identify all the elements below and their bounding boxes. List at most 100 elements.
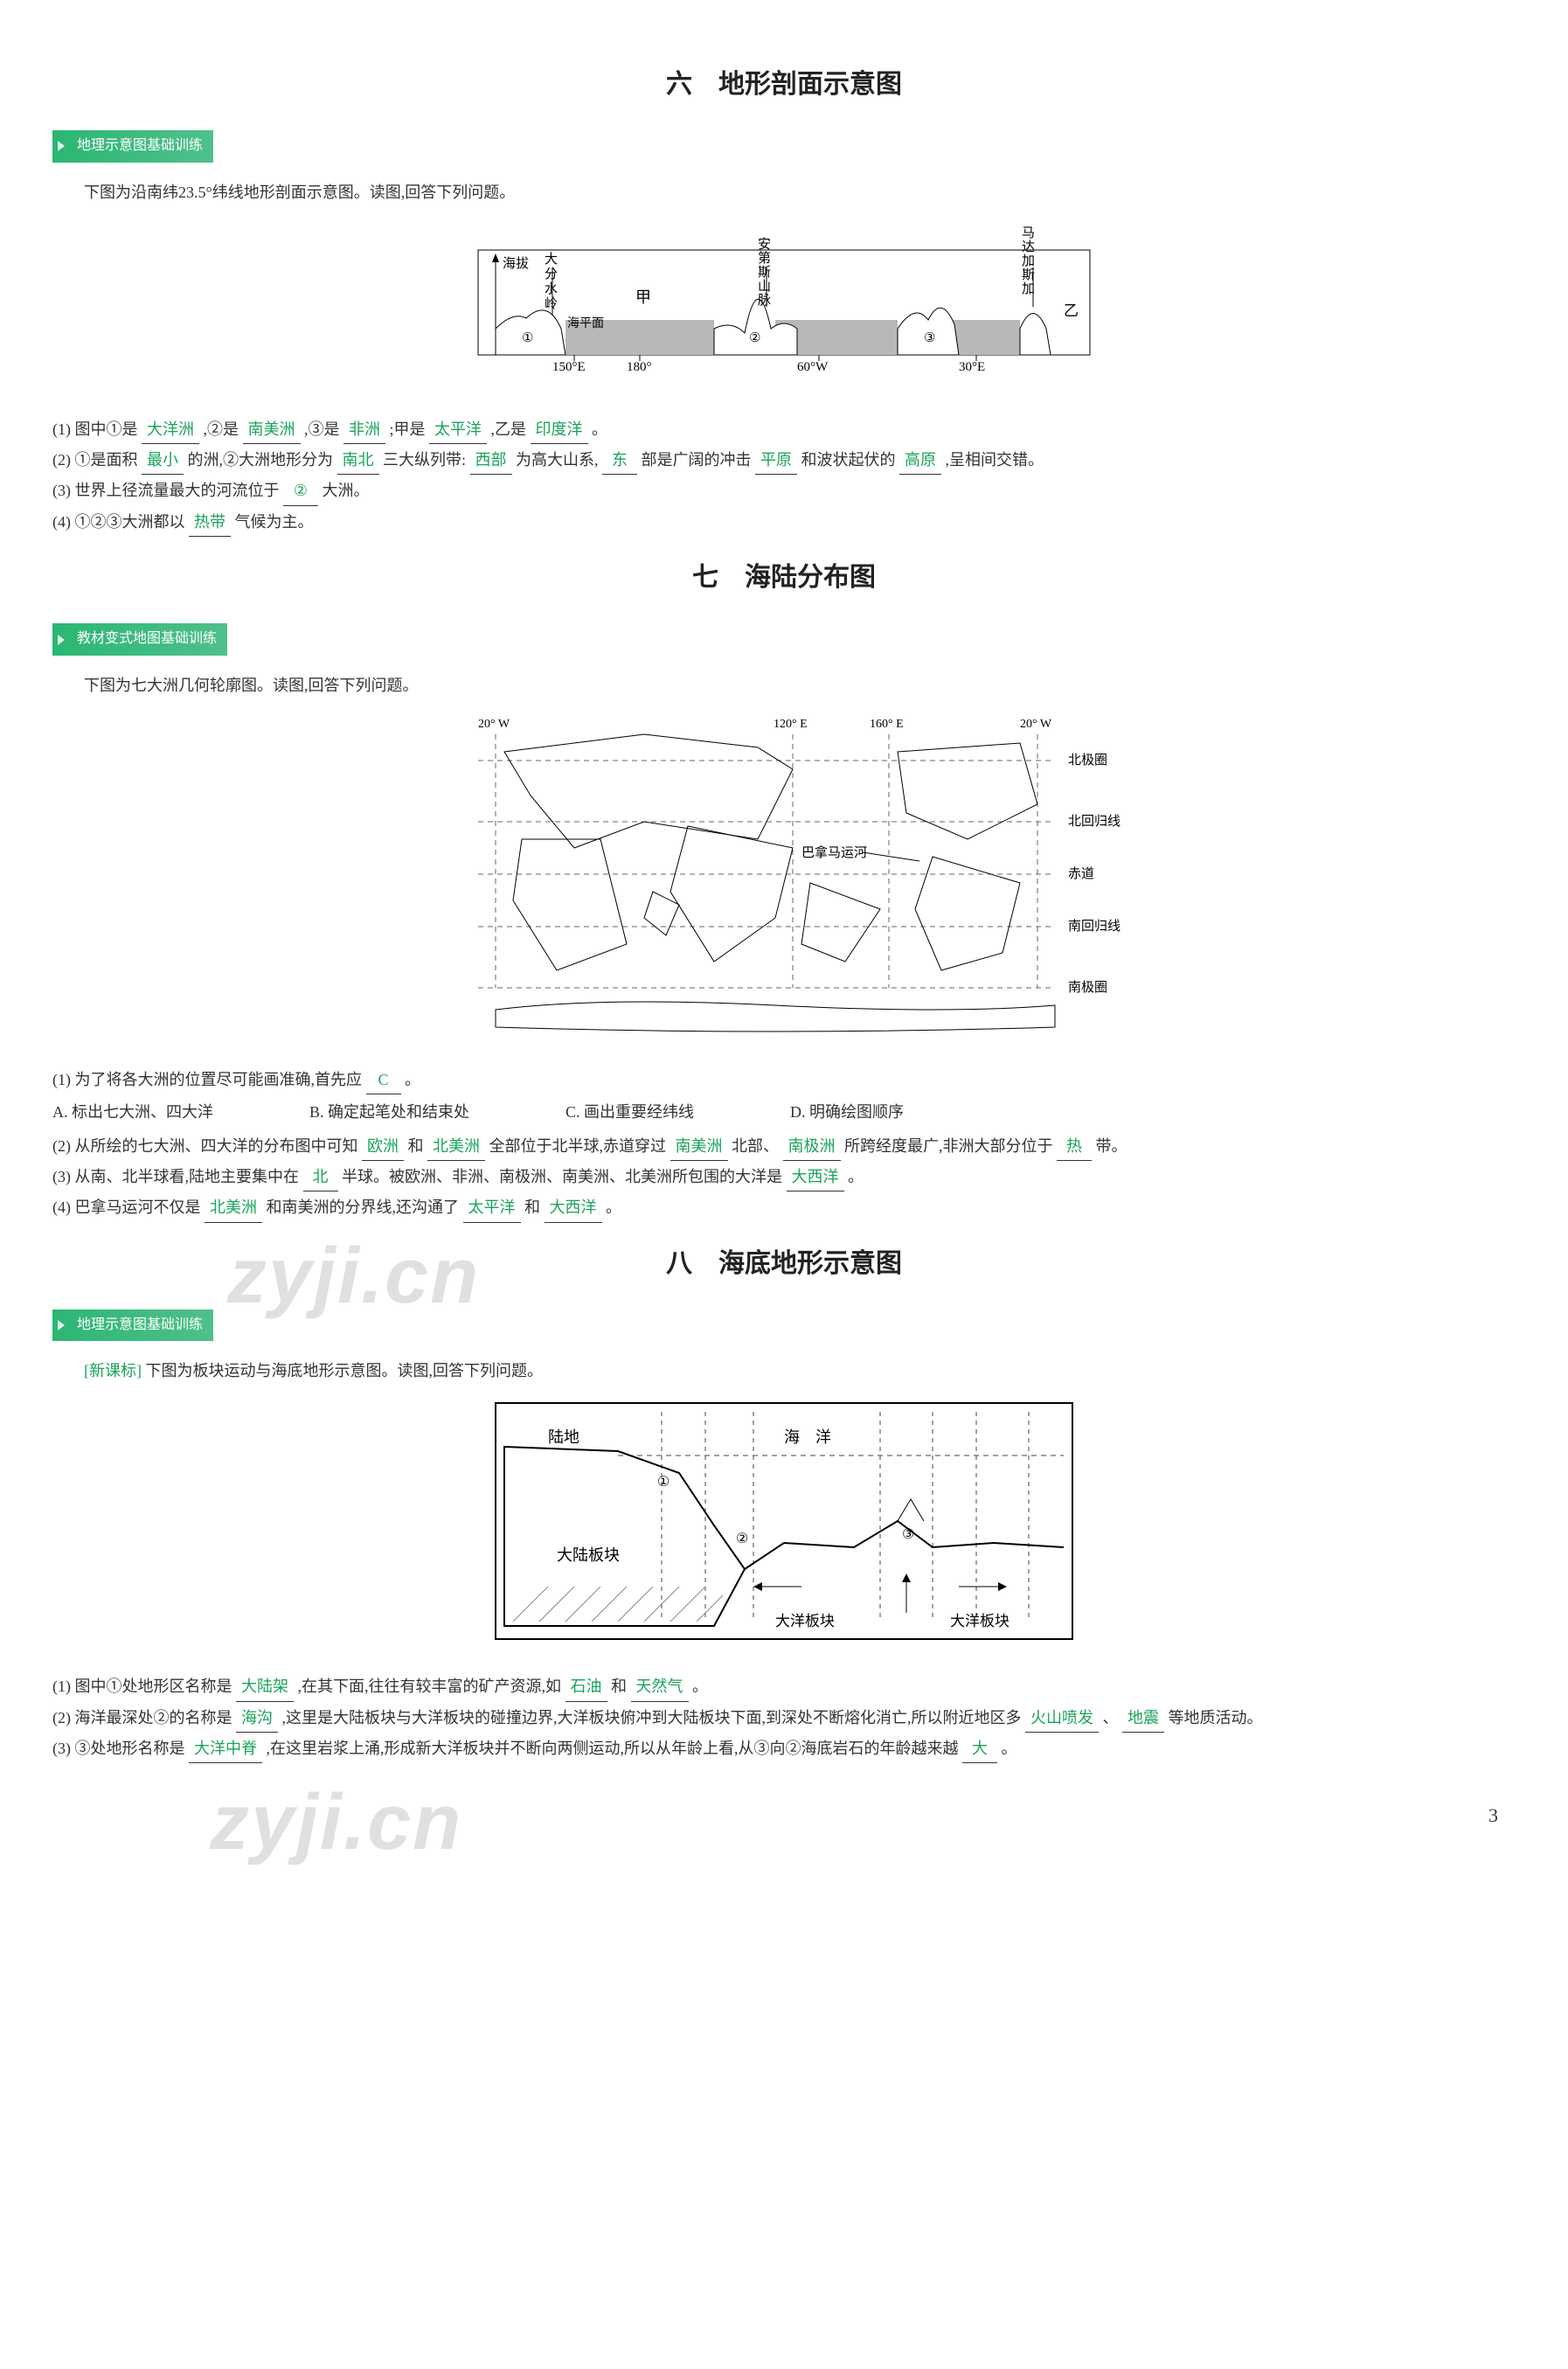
sec8-q1: (1) 图中①处地形区名称是 大陆架 ,在其下面,往往有较丰富的矿产资源,如 石… <box>52 1672 1516 1701</box>
sec7-badge: 教材变式地图基础训练 <box>52 623 227 656</box>
sec7-q4: (4) 巴拿马运河不仅是 北美洲 和南美洲的分界线,还沟通了 太平洋 和 大西洋… <box>52 1193 1516 1222</box>
svg-text:20° W: 20° W <box>1020 718 1052 731</box>
svg-text:山: 山 <box>758 279 771 294</box>
sec8-badge: 地理示意图基础训练 <box>52 1310 213 1342</box>
sec8-q3: (3) ③处地形名称是 大洋中脊 ,在这里岩浆上涌,形成新大洋板块并不断向两侧运… <box>52 1734 1516 1763</box>
sec6-q2: (2) ①是面积 最小 的洲,②大洲地形分为 南北 三大纵列带: 西部 为高大山… <box>52 446 1516 475</box>
svg-text:脉: 脉 <box>758 293 771 308</box>
sec6-q1: (1) 图中①是 大洋洲 ,②是 南美洲 ,③是 非洲 ;甲是 太平洋 ,乙是 … <box>52 415 1516 444</box>
q-text: 。 <box>848 1168 864 1185</box>
q-text: (2) 从所绘的七大洲、四大洋的分布图中可知 <box>52 1137 358 1155</box>
answer: 天然气 <box>631 1672 689 1701</box>
q-text: (1) 图中①是 <box>52 420 138 438</box>
sec8-q2: (2) 海洋最深处②的名称是 海沟 ,这里是大陆板块与大洋板块的碰撞边界,大洋板… <box>52 1704 1516 1733</box>
svg-text:安: 安 <box>758 237 771 252</box>
q-text: 和南美洲的分界线,还沟通了 <box>267 1198 460 1216</box>
svg-text:巴拿马运河: 巴拿马运河 <box>801 844 867 860</box>
sec6-badge: 地理示意图基础训练 <box>52 130 213 163</box>
q-text: 大洲。 <box>323 482 370 499</box>
answer: 北 <box>303 1163 338 1191</box>
svg-text:海 洋: 海 洋 <box>784 1428 831 1446</box>
answer: 大西洋 <box>545 1193 602 1222</box>
svg-text:赤道: 赤道 <box>1068 866 1094 881</box>
svg-text:大洋板块: 大洋板块 <box>775 1613 835 1629</box>
q-text: ,②是 <box>204 420 239 438</box>
q-text: ,这里是大陆板块与大洋板块的碰撞边界,大洋板块俯冲到大陆板块下面,到深处不断熔化… <box>282 1709 1022 1726</box>
answer: 非洲 <box>343 415 385 444</box>
svg-text:150°E: 150°E <box>552 360 586 374</box>
svg-text:甲: 甲 <box>635 288 651 306</box>
q-text: 。 <box>606 1198 621 1216</box>
page-number: 3 <box>52 1798 1498 1833</box>
q-text: (3) 世界上径流量最大的河流位于 <box>52 482 280 499</box>
svg-text:陆地: 陆地 <box>548 1428 579 1446</box>
q-text: 的洲,②大洲地形分为 <box>188 451 334 469</box>
svg-text:120° E: 120° E <box>774 718 808 731</box>
q-text: ,乙是 <box>491 420 527 438</box>
answer: 大洋洲 <box>142 415 199 444</box>
answer: 平原 <box>755 446 797 475</box>
q-text: 和 <box>611 1678 627 1695</box>
answer: 地震 <box>1122 1704 1164 1733</box>
answer: 火山喷发 <box>1025 1704 1099 1733</box>
svg-text:30°E: 30°E <box>959 360 985 374</box>
answer: 太平洋 <box>463 1193 521 1222</box>
sec6-figure: 海拔 ① 大 分 水 岭 海平面 甲 ② 安 第 斯 山 脉 ③ 马 达 加 斯… <box>52 215 1516 399</box>
sec7-q3: (3) 从南、北半球看,陆地主要集中在 北 半球。被欧洲、非洲、南极洲、南美洲、… <box>52 1163 1516 1191</box>
svg-text:大陆板块: 大陆板块 <box>557 1546 620 1564</box>
q-text: (1) 图中①处地形区名称是 <box>52 1678 232 1695</box>
sec6-intro: 下图为沿南纬23.5°纬线地形剖面示意图。读图,回答下列问题。 <box>52 178 1516 206</box>
q-text: 三大纵列带: <box>383 451 466 469</box>
q-text: 半球。被欧洲、非洲、南极洲、南美洲、北美洲所包围的大洋是 <box>342 1168 782 1185</box>
answer: 南美洲 <box>243 415 301 444</box>
svg-text:分: 分 <box>545 267 558 281</box>
svg-text:北极圈: 北极圈 <box>1068 753 1107 768</box>
q-text: 。 <box>592 420 607 438</box>
q-text: 和波状起伏的 <box>801 451 896 469</box>
q-text: (3) 从南、北半球看,陆地主要集中在 <box>52 1168 299 1185</box>
answer: 东 <box>602 446 637 475</box>
answer: 海沟 <box>236 1704 278 1733</box>
svg-text:①: ① <box>657 1475 670 1490</box>
answer: 热带 <box>189 508 231 537</box>
svg-text:达: 达 <box>1022 240 1035 254</box>
q-text: 等地质活动。 <box>1169 1709 1263 1726</box>
q-text: 带。 <box>1096 1137 1127 1155</box>
choice-c: C. 画出重要经纬线 <box>565 1098 694 1126</box>
sec7-q2: (2) 从所绘的七大洲、四大洋的分布图中可知 欧洲 和 北美洲 全部位于北半球,… <box>52 1132 1516 1161</box>
answer: 大洋中脊 <box>189 1734 262 1763</box>
svg-text:③: ③ <box>902 1527 914 1542</box>
q-text: ,呈相间交错。 <box>946 451 1044 469</box>
sec7-figure: 20° W 120° E 160° E 20° W 北极圈 北回归线 赤道 南回… <box>52 708 1516 1049</box>
sec8-intro: [新课标] 下图为板块运动与海底地形示意图。读图,回答下列问题。 <box>52 1357 1516 1385</box>
q-text: ,在其下面,往往有较丰富的矿产资源,如 <box>298 1678 562 1695</box>
svg-text:海平面: 海平面 <box>567 316 604 330</box>
q-text: (4) ①②③大洲都以 <box>52 513 185 531</box>
sec7-title: 七 海陆分布图 <box>52 554 1516 601</box>
svg-text:北回归线: 北回归线 <box>1068 814 1120 829</box>
q-text: (1) 为了将各大洲的位置尽可能画准确,首先应 <box>52 1071 362 1088</box>
svg-text:②: ② <box>749 331 760 345</box>
svg-text:第: 第 <box>758 250 771 266</box>
svg-text:马: 马 <box>1022 226 1035 240</box>
answer: 西部 <box>470 446 512 475</box>
svg-text:大洋板块: 大洋板块 <box>950 1613 1009 1629</box>
answer: 北美洲 <box>205 1193 262 1222</box>
sec6-q4: (4) ①②③大洲都以 热带 气候为主。 <box>52 508 1516 537</box>
svg-text:160° E: 160° E <box>870 718 904 731</box>
svg-text:南极圈: 南极圈 <box>1068 980 1107 995</box>
answer: 太平洋 <box>429 415 487 444</box>
answer: 最小 <box>142 446 184 475</box>
q-text: ,在这里岩浆上涌,形成新大洋板块并不断向两侧运动,所以从年龄上看,从③向②海底岩… <box>267 1740 959 1757</box>
answer: 北美洲 <box>427 1132 485 1161</box>
svg-text:南回归线: 南回归线 <box>1068 919 1120 934</box>
q-text: 。 <box>405 1071 420 1088</box>
q-text: (2) ①是面积 <box>52 451 138 469</box>
answer: 石油 <box>565 1672 607 1701</box>
answer: 大陆架 <box>236 1672 294 1701</box>
q-text: ,③是 <box>304 420 340 438</box>
q-text: (2) 海洋最深处②的名称是 <box>52 1709 232 1726</box>
answer: 欧洲 <box>362 1132 404 1161</box>
svg-text:20° W: 20° W <box>478 718 510 731</box>
svg-text:60°W: 60°W <box>797 360 829 374</box>
